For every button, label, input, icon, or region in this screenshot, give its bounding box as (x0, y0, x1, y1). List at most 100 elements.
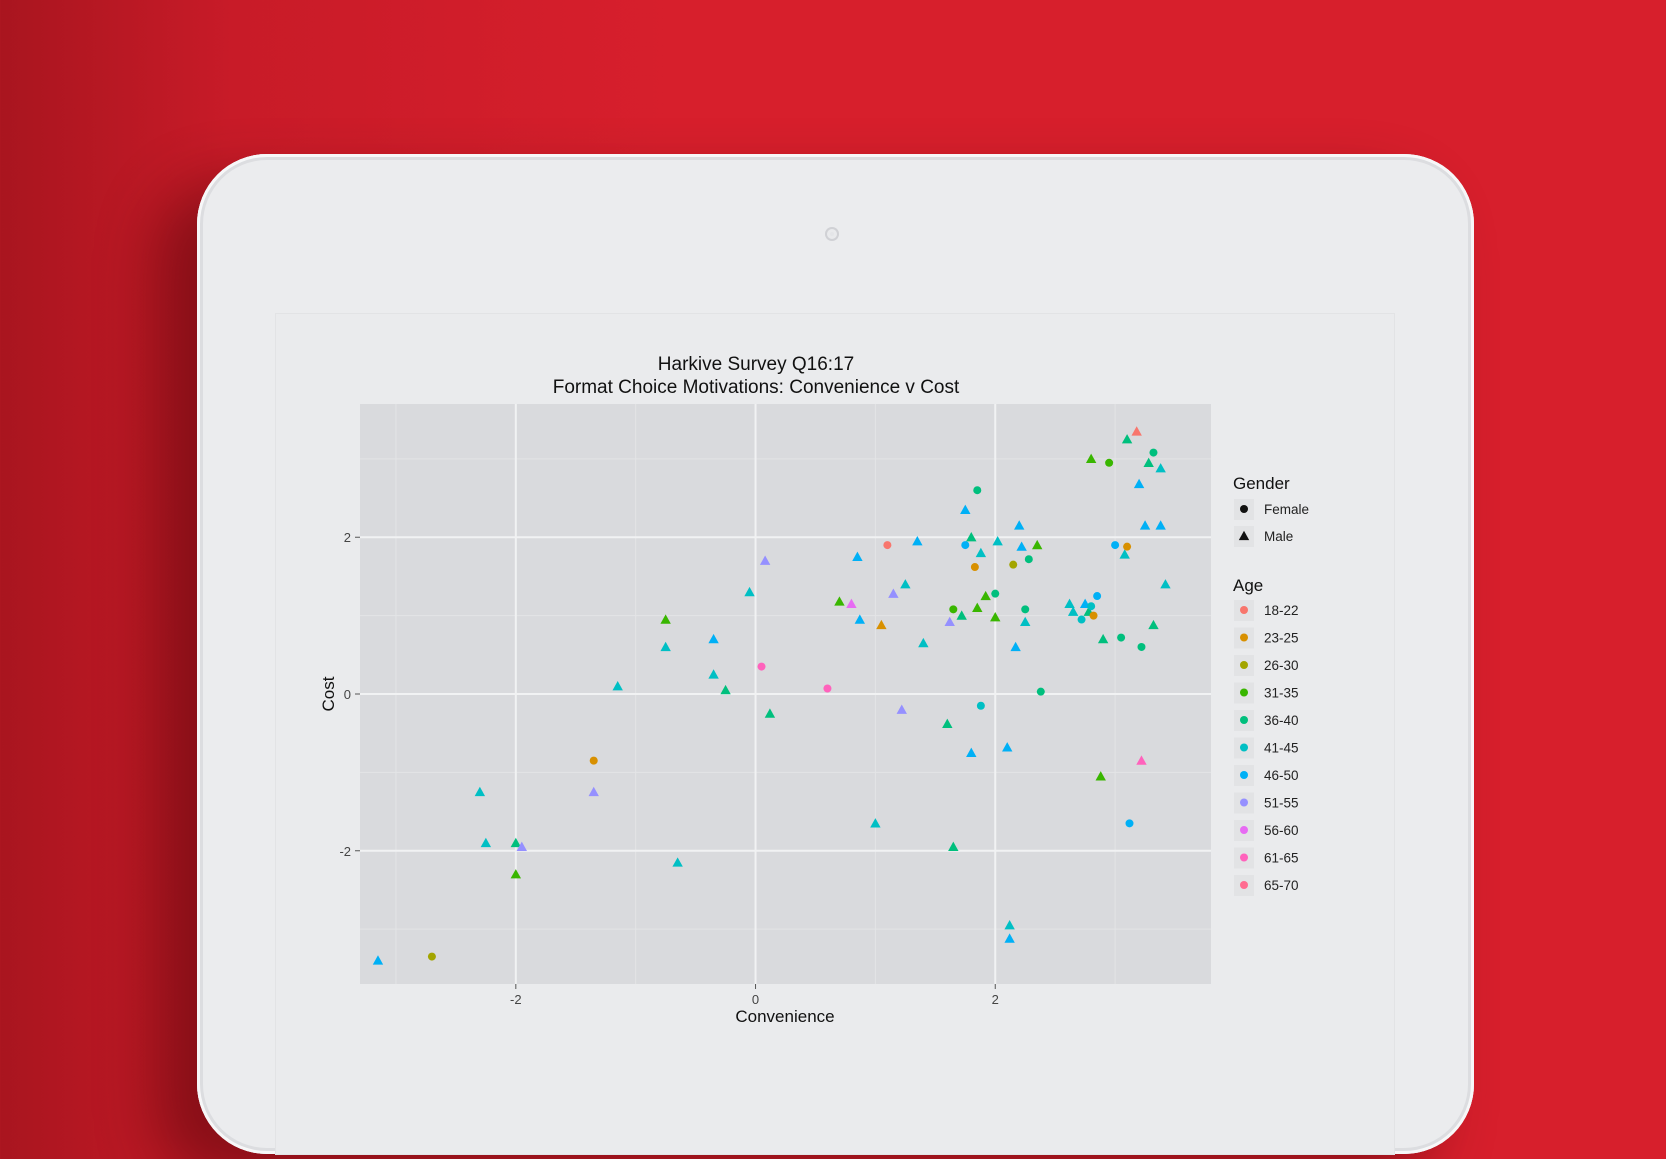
legend-key-age (1240, 853, 1248, 862)
data-point (896, 704, 907, 714)
legend-label-age: 31-35 (1264, 686, 1299, 701)
data-point (1004, 920, 1015, 930)
data-point (1155, 520, 1166, 530)
data-points (372, 426, 1171, 965)
data-point (744, 586, 755, 597)
y-axis-label: Cost (319, 676, 338, 711)
data-point (427, 952, 436, 961)
legend-label-age: 41-45 (1264, 741, 1299, 756)
data-point (1089, 611, 1098, 620)
legend-label-age: 61-65 (1264, 851, 1299, 866)
legend-key-age (1240, 606, 1248, 614)
data-point (480, 837, 492, 848)
data-point (1036, 687, 1045, 696)
data-point (1085, 453, 1097, 464)
legend-key-age (1240, 771, 1248, 779)
legend-key-age (1240, 633, 1248, 642)
data-point (975, 547, 987, 558)
data-point (852, 551, 863, 561)
data-point (1139, 520, 1151, 530)
legend-label-age: 26-30 (1264, 658, 1299, 673)
data-point (764, 708, 776, 718)
data-point (372, 955, 384, 965)
data-point (991, 589, 1000, 598)
data-point (944, 616, 955, 627)
legend-key-age (1240, 661, 1248, 669)
data-point (990, 611, 1001, 622)
data-point (1123, 542, 1132, 551)
data-point (1143, 457, 1154, 467)
data-point (883, 541, 892, 550)
legend-label-age: 51-55 (1264, 796, 1299, 811)
chart-subtitle: Format Choice Motivations: Convenience v… (553, 377, 960, 398)
data-point (1032, 539, 1043, 550)
data-point (900, 579, 911, 589)
x-axis-label: Convenience (735, 1007, 834, 1026)
data-point (948, 841, 959, 851)
legend-title-gender: Gender (1233, 474, 1290, 493)
data-point (1067, 606, 1079, 616)
data-point (1095, 771, 1106, 781)
data-point (980, 590, 991, 601)
data-point (1121, 434, 1133, 444)
data-point (1133, 478, 1145, 489)
data-point (720, 684, 731, 695)
data-point (757, 662, 766, 671)
data-point (1021, 605, 1030, 614)
legend-label-female: Female (1264, 502, 1309, 517)
legend-label-age: 36-40 (1264, 713, 1299, 728)
data-point (708, 669, 719, 679)
data-point (1010, 641, 1021, 652)
legend-key-age (1240, 716, 1248, 724)
data-point (1097, 633, 1109, 644)
y-tick-label: 2 (344, 530, 351, 545)
data-point (1020, 616, 1031, 627)
data-point (823, 684, 832, 693)
data-point (1064, 598, 1075, 609)
data-point (966, 532, 977, 542)
x-tick-label: -2 (510, 992, 522, 1007)
data-point (588, 786, 599, 797)
data-point (589, 756, 598, 765)
data-point (912, 535, 923, 546)
y-tick-label: 0 (344, 687, 351, 702)
x-tick-label: 0 (752, 992, 759, 1007)
data-point (1093, 592, 1102, 601)
tablet-frame: Harkive Survey Q16:17 Format Choice Moti… (197, 154, 1474, 1154)
legend-key-female (1240, 505, 1248, 513)
data-point (918, 637, 929, 648)
scatter-plot: Harkive Survey Q16:17 Format Choice Moti… (319, 354, 1309, 1026)
data-point (973, 486, 982, 495)
data-point (510, 837, 522, 848)
data-point (1077, 615, 1086, 624)
y-tick-label: -2 (339, 844, 351, 859)
data-point (834, 596, 845, 606)
data-point (1004, 933, 1015, 943)
data-point (846, 598, 857, 609)
legend-label-age: 56-60 (1264, 823, 1299, 838)
data-point (612, 680, 623, 691)
data-point (1105, 458, 1114, 467)
legend-key-age (1240, 826, 1248, 834)
data-point (1131, 426, 1142, 436)
chart-title: Harkive Survey Q16:17 (658, 354, 854, 375)
data-point (1148, 619, 1159, 630)
data-point (1149, 448, 1158, 457)
data-point (660, 641, 671, 652)
data-point (1016, 541, 1027, 551)
tablet-screen: Harkive Survey Q16:17 Format Choice Moti… (276, 314, 1394, 1154)
data-point (888, 588, 899, 598)
data-point (854, 614, 866, 624)
legend-key-age (1240, 743, 1248, 752)
data-point (660, 614, 671, 624)
data-point (870, 818, 881, 828)
data-point (759, 555, 771, 565)
x-tick-label: 2 (992, 992, 999, 1007)
data-point (672, 857, 683, 867)
data-point (1125, 819, 1134, 828)
data-point (1111, 541, 1120, 550)
data-point (516, 841, 528, 851)
data-point (942, 718, 953, 728)
data-point (1155, 463, 1166, 473)
data-point (1137, 642, 1146, 651)
